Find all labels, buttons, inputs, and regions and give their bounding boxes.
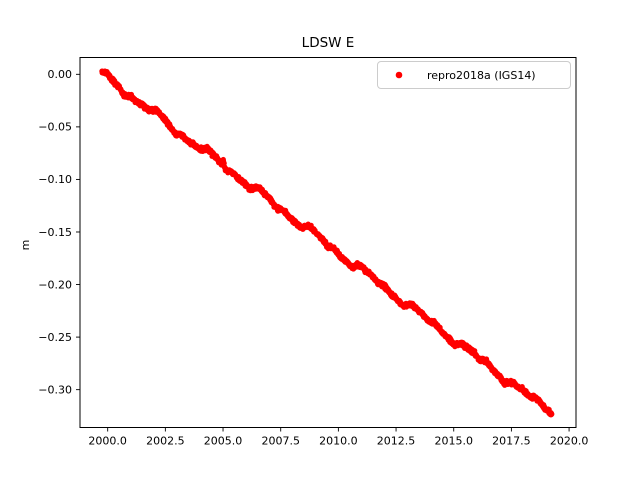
y-tick-label: −0.15 — [38, 226, 72, 239]
x-tick-label: 2005.0 — [204, 435, 243, 448]
x-tick-label: 2000.0 — [88, 435, 127, 448]
y-tick-label: −0.05 — [38, 121, 72, 134]
legend-box — [377, 61, 571, 89]
y-tick-label: −0.10 — [38, 173, 72, 186]
x-tick-label: 2017.5 — [492, 435, 531, 448]
x-tick-label: 2015.0 — [434, 435, 473, 448]
y-axis-label: m — [19, 240, 32, 251]
scatter-series-repro2018a — [99, 68, 555, 418]
axes-border — [79, 57, 577, 428]
legend: repro2018a (IGS14) — [377, 61, 571, 89]
legend-label: repro2018a (IGS14) — [427, 69, 536, 82]
x-tick-label: 2010.0 — [319, 435, 358, 448]
x-tick-label: 2007.5 — [261, 435, 300, 448]
x-tick-label: 2012.5 — [377, 435, 416, 448]
legend-red-dot-icon — [395, 71, 403, 79]
x-tick-label: 2020.0 — [550, 435, 589, 448]
y-tick-label: −0.25 — [38, 331, 72, 344]
y-tick-label: −0.20 — [38, 278, 72, 291]
x-axis-ticks: 2000.0 2002.5 2005.0 2007.5 2010.0 2012.5 2015… — [88, 427, 589, 448]
y-tick-label: −0.30 — [38, 383, 72, 396]
plot-title: LDSW E — [302, 35, 355, 51]
x-tick-label: 2002.5 — [146, 435, 185, 448]
y-tick-label: 0.00 — [48, 68, 73, 81]
y-axis-ticks: 0.00 −0.05 −0.10 −0.15 −0.20 −0.25 −0.30 — [38, 68, 80, 396]
